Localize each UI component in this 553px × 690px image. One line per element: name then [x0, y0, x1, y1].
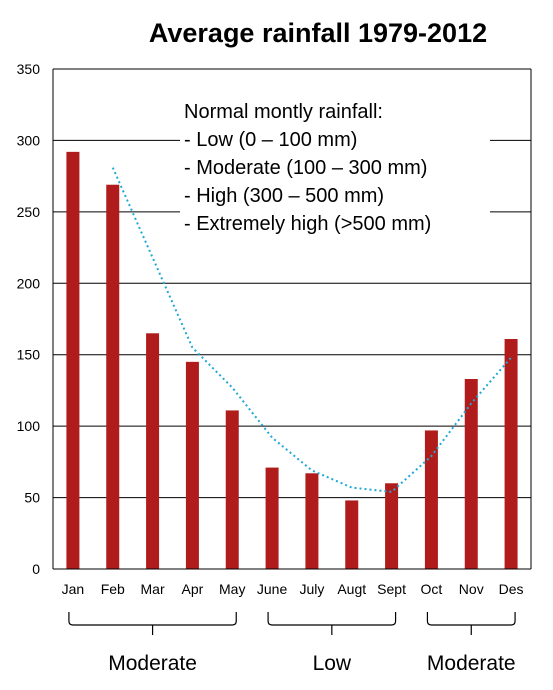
x-tick-label: Oct [421, 581, 443, 597]
y-tick-label: 200 [17, 275, 41, 291]
y-tick-label: 50 [24, 490, 40, 506]
axes [52, 68, 532, 570]
bar [66, 151, 80, 569]
bar [106, 184, 120, 569]
bar [265, 467, 279, 569]
annotation-line: - Extremely high (>500 mm) [184, 213, 431, 235]
bars [66, 151, 518, 569]
bar [146, 333, 160, 569]
group-label: Moderate [427, 652, 516, 675]
x-tick-label: Apr [182, 581, 204, 597]
annotation-background [180, 97, 490, 239]
rainfall-legend: Normal montly rainfall: - Low (0 – 100 mm… [184, 101, 431, 235]
x-tick-label: May [219, 581, 245, 597]
y-tick-label: 100 [17, 418, 41, 434]
bar [464, 379, 478, 569]
x-tick-label: Feb [101, 581, 125, 597]
annotation-panel [180, 97, 490, 239]
group-brace [426, 612, 516, 635]
season-groups: Moderate Low Moderate [68, 612, 516, 675]
x-tick-label: July [299, 581, 324, 597]
y-tick-labels: 0 50 100 150 200 250 300 350 [17, 61, 41, 577]
annotation-line: - Low (0 – 100 mm) [184, 129, 357, 151]
bar [345, 500, 359, 569]
x-tick-label: Jan [62, 581, 85, 597]
y-tick-label: 0 [32, 561, 40, 577]
x-tick-label: Nov [459, 581, 484, 597]
bar [225, 410, 239, 569]
x-tick-label: Sept [377, 581, 406, 597]
bar [504, 339, 518, 569]
bar [305, 473, 319, 569]
bar [385, 483, 399, 569]
bar [424, 430, 438, 569]
group-label: Low [313, 652, 352, 675]
group-brace [68, 612, 237, 635]
x-tick-label: Mar [141, 581, 165, 597]
x-tick-label: Des [499, 581, 524, 597]
annotation-line: - High (300 – 500 mm) [184, 185, 384, 207]
y-tick-label: 350 [17, 61, 41, 77]
annotation-line: - Moderate (100 – 300 mm) [184, 157, 427, 179]
x-tick-label: June [257, 581, 288, 597]
group-brace [267, 612, 397, 635]
group-label: Moderate [108, 652, 197, 675]
x-tick-labels: Jan Feb Mar Apr May June July Augt Sept Oct Nov Des [62, 581, 524, 597]
bar [185, 361, 199, 569]
y-tick-label: 300 [17, 132, 41, 148]
chart-title: Average rainfall 1979-2012 [149, 18, 487, 48]
annotation-heading: Normal montly rainfall: [184, 101, 383, 123]
x-tick-label: Augt [337, 581, 366, 597]
y-tick-label: 250 [17, 204, 41, 220]
y-tick-label: 150 [17, 347, 41, 363]
